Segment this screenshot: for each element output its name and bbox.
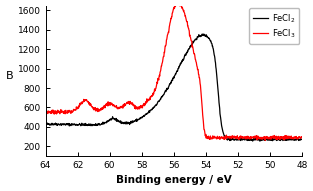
FeCl$_2$	[251, 140, 254, 142]
FeCl$_3$	[59, 111, 63, 114]
FeCl$_2$	[238, 139, 242, 141]
FeCl$_3$	[207, 137, 211, 139]
FeCl$_3$	[238, 135, 242, 137]
Y-axis label: B: B	[6, 71, 13, 81]
Line: FeCl$_3$: FeCl$_3$	[46, 1, 302, 141]
FeCl$_2$	[200, 33, 204, 35]
X-axis label: Binding energy / eV: Binding energy / eV	[116, 176, 232, 185]
Legend: FeCl$_2$, FeCl$_3$: FeCl$_2$, FeCl$_3$	[249, 8, 299, 44]
FeCl$_3$	[300, 136, 304, 138]
FeCl$_2$	[207, 37, 211, 39]
FeCl$_2$	[300, 138, 304, 141]
FeCl$_2$	[192, 40, 196, 42]
FeCl$_3$	[176, 0, 179, 2]
FeCl$_3$	[263, 139, 267, 142]
FeCl$_2$	[265, 139, 269, 141]
FeCl$_3$	[44, 109, 48, 111]
FeCl$_2$	[199, 35, 203, 37]
FeCl$_3$	[193, 53, 197, 56]
FeCl$_3$	[265, 137, 269, 139]
FeCl$_3$	[199, 96, 203, 99]
FeCl$_2$	[44, 123, 48, 125]
Line: FeCl$_2$: FeCl$_2$	[46, 34, 302, 141]
FeCl$_2$	[59, 124, 63, 126]
